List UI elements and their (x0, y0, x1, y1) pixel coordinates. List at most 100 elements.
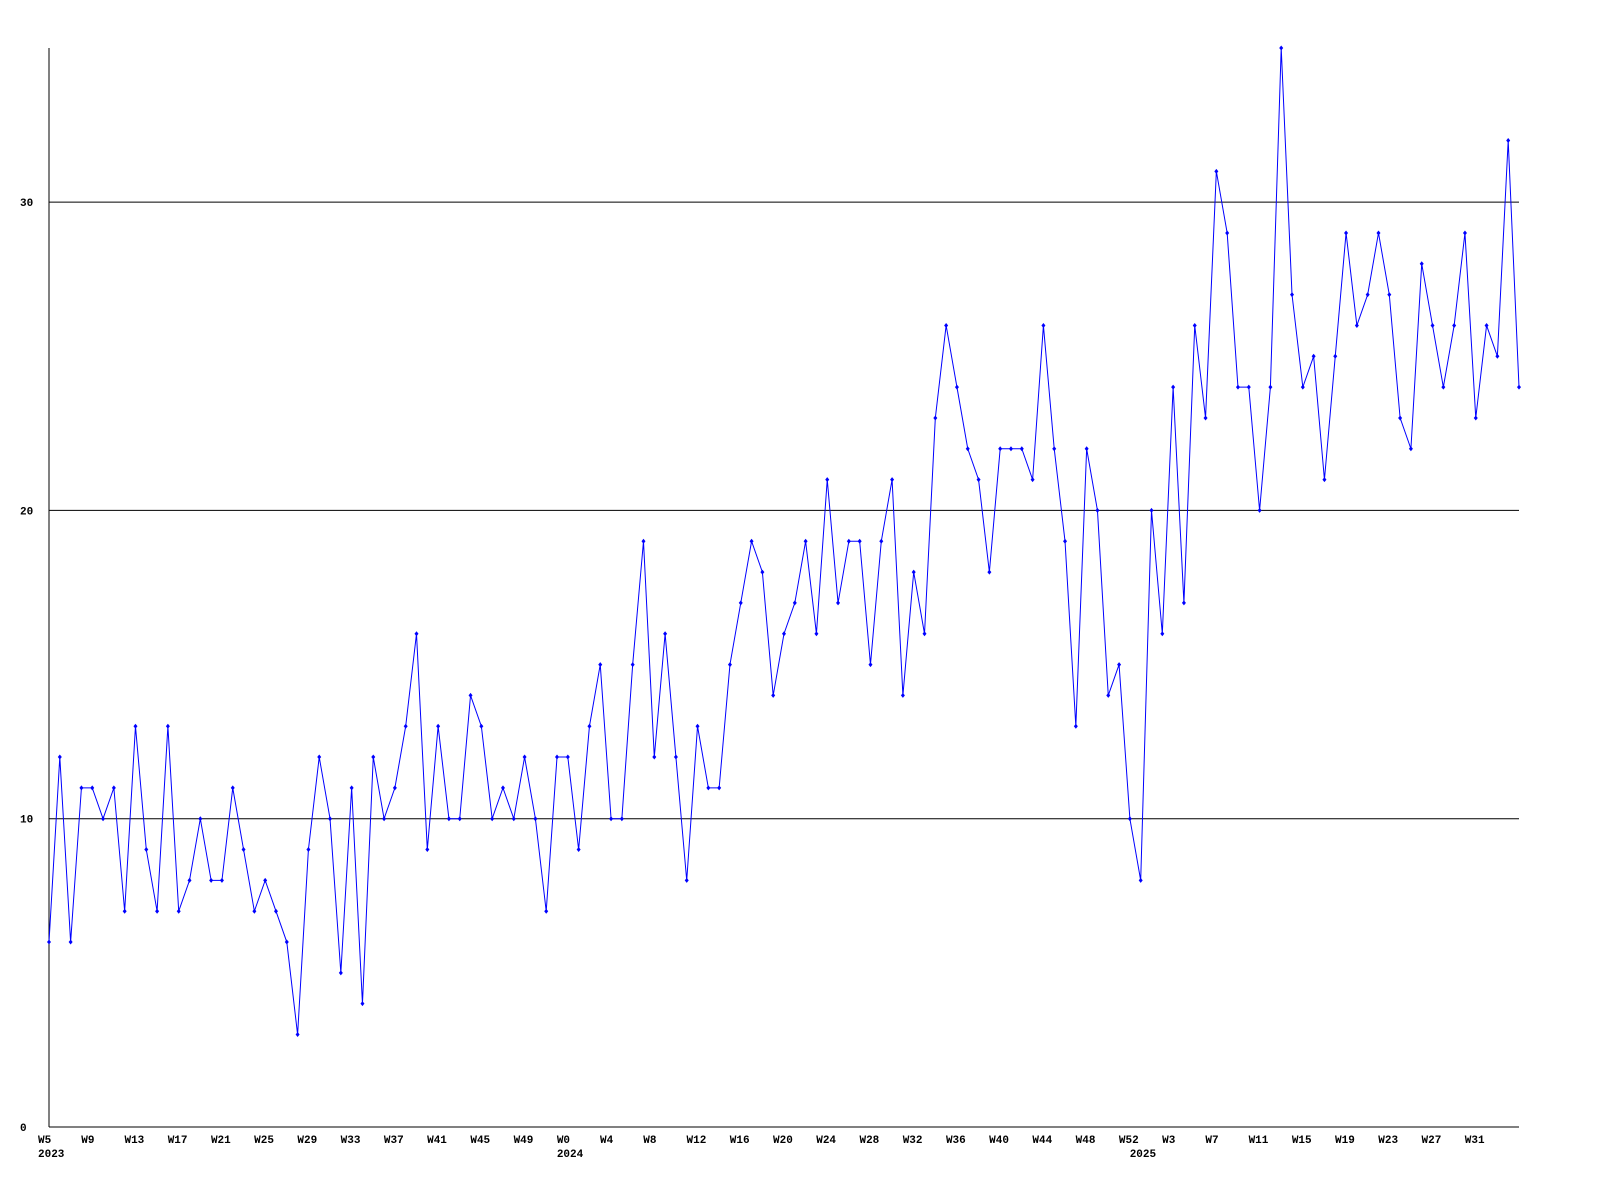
data-point (1333, 353, 1338, 359)
data-point (306, 847, 311, 853)
year-label: 2025 (1130, 1149, 1157, 1161)
data-point (490, 816, 495, 822)
data-point (90, 785, 95, 791)
data-point (1117, 662, 1122, 668)
x-tick-label: W5 (38, 1135, 52, 1147)
data-point (1257, 507, 1262, 513)
data-point (706, 785, 711, 791)
data-point (1149, 507, 1154, 513)
data-point (1030, 477, 1035, 483)
data-point (1063, 538, 1068, 544)
data-point (457, 816, 462, 822)
data-point (273, 908, 278, 914)
data-point (176, 908, 181, 914)
data-point (1192, 322, 1197, 328)
data-line (48, 47, 1520, 1035)
x-tick-label: W17 (168, 1135, 188, 1147)
data-point (511, 816, 516, 822)
y-tick-label: 10 (20, 815, 33, 827)
data-point (425, 847, 430, 853)
data-point (522, 754, 527, 760)
data-point (295, 1032, 300, 1038)
y-tick-label: 30 (20, 198, 33, 210)
x-tick-label: W3 (1162, 1135, 1176, 1147)
x-tick-label: W40 (989, 1135, 1009, 1147)
x-tick-label: W33 (341, 1135, 361, 1147)
x-tick-label: W8 (643, 1135, 657, 1147)
data-point (1019, 446, 1024, 452)
data-point (825, 477, 830, 483)
data-point (565, 754, 570, 760)
data-point (900, 692, 905, 698)
x-tick-label: W0 (557, 1135, 570, 1147)
data-point (814, 631, 819, 637)
data-point (79, 785, 84, 791)
data-point (555, 754, 560, 760)
data-point (1419, 261, 1424, 267)
data-point (619, 816, 624, 822)
data-point (1376, 230, 1381, 236)
data-point (500, 785, 505, 791)
data-point (760, 569, 765, 575)
data-point (403, 723, 408, 729)
x-tick-label: W7 (1205, 1135, 1218, 1147)
data-point (1041, 322, 1046, 328)
x-tick-label: W52 (1119, 1135, 1139, 1147)
data-point (1354, 322, 1359, 328)
data-point (792, 600, 797, 606)
data-point (328, 816, 333, 822)
x-tick-label: W19 (1335, 1135, 1355, 1147)
data-point (717, 785, 722, 791)
y-tick-label: 20 (20, 506, 33, 518)
data-point (479, 723, 484, 729)
data-point (68, 939, 73, 945)
x-tick-label: W31 (1465, 1135, 1485, 1147)
data-point (219, 877, 224, 883)
data-point (1300, 384, 1305, 390)
data-point (360, 1001, 365, 1007)
data-point (349, 785, 354, 791)
data-point (684, 877, 689, 883)
data-point (122, 908, 127, 914)
x-tick-label: W12 (687, 1135, 707, 1147)
x-tick-label: W25 (254, 1135, 274, 1147)
x-tick-label: W32 (903, 1135, 923, 1147)
data-point (576, 847, 581, 853)
data-point (1052, 446, 1057, 452)
data-point (187, 877, 192, 883)
data-point (911, 569, 916, 575)
x-tick-label: W24 (816, 1135, 836, 1147)
data-point (338, 970, 343, 976)
data-point (695, 723, 700, 729)
data-point (263, 877, 268, 883)
data-point (1387, 292, 1392, 298)
data-point (587, 723, 592, 729)
x-tick-label: W48 (1076, 1135, 1096, 1147)
x-tick-label: W28 (859, 1135, 879, 1147)
data-point (1452, 322, 1457, 328)
data-point (1441, 384, 1446, 390)
data-point (1127, 816, 1132, 822)
data-point (446, 816, 451, 822)
data-point (284, 939, 289, 945)
data-point (1365, 292, 1370, 298)
data-point (836, 600, 841, 606)
data-point (252, 908, 257, 914)
x-tick-label: W41 (427, 1135, 447, 1147)
x-tick-label: W16 (730, 1135, 750, 1147)
data-point (111, 785, 116, 791)
x-tick-label: W15 (1292, 1135, 1312, 1147)
data-point (922, 631, 927, 637)
data-point (371, 754, 376, 760)
data-point (609, 816, 614, 822)
data-point (1322, 477, 1327, 483)
data-point (230, 785, 235, 791)
data-point (803, 538, 808, 544)
x-tick-label: W9 (81, 1135, 94, 1147)
data-point (1484, 322, 1489, 328)
data-point (738, 600, 743, 606)
x-tick-label: W29 (297, 1135, 317, 1147)
data-point (1160, 631, 1165, 637)
